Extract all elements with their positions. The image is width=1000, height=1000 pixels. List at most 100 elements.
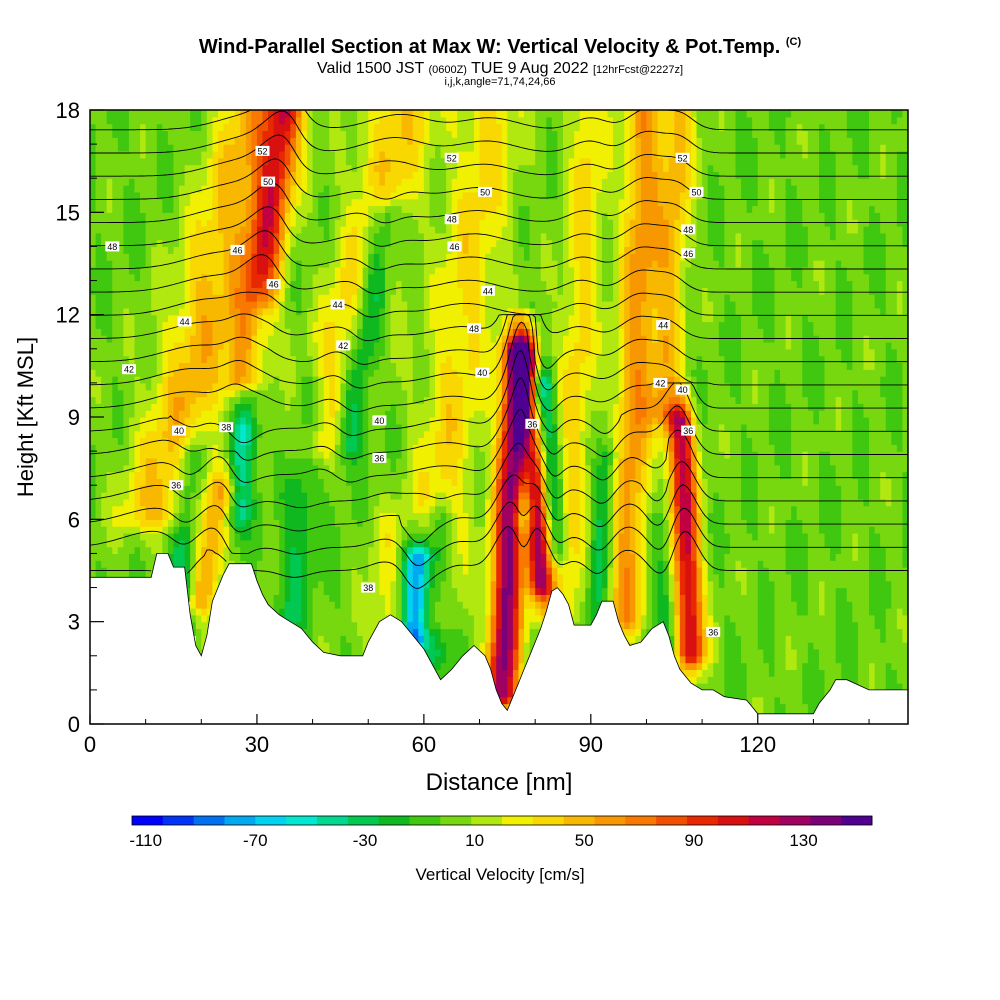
contour-label: 52 bbox=[675, 152, 690, 163]
colorbar-swatch bbox=[563, 816, 595, 825]
contour-label: 36 bbox=[681, 425, 696, 436]
contour-label: 46 bbox=[681, 248, 696, 259]
theta-contour-line bbox=[90, 377, 908, 461]
y-tick-label: 12 bbox=[56, 303, 80, 328]
x-tick-label: 120 bbox=[739, 732, 776, 757]
x-tick-label: 60 bbox=[412, 732, 436, 757]
colorbar-swatch bbox=[224, 816, 256, 825]
colorbar-label: Vertical Velocity [cm/s] bbox=[415, 865, 584, 884]
contour-label: 50 bbox=[478, 186, 493, 197]
colorbar-swatch bbox=[378, 816, 410, 825]
theta-contour-line bbox=[90, 526, 908, 589]
colorbar-swatch bbox=[317, 816, 349, 825]
x-axis-label: Distance [nm] bbox=[426, 769, 573, 796]
contour-label: 40 bbox=[372, 415, 387, 426]
theta-contour-line bbox=[90, 501, 908, 567]
chart-subtitle: Valid 1500 JST (0600Z) TUE 9 Aug 2022 [1… bbox=[0, 60, 1000, 78]
contour-label: 36 bbox=[169, 480, 184, 491]
vertical-velocity-field bbox=[90, 110, 908, 724]
colorbar-swatch bbox=[717, 816, 750, 825]
colorbar-swatch bbox=[255, 816, 287, 825]
colorbar-swatch bbox=[687, 816, 719, 825]
chart-title: Wind-Parallel Section at Max W: Vertical… bbox=[198, 36, 802, 58]
colorbar-swatch bbox=[132, 816, 164, 825]
colorbar-swatch bbox=[779, 816, 811, 825]
y-tick-label: 18 bbox=[56, 98, 80, 123]
valid-time: Valid 1500 JST bbox=[316, 60, 424, 77]
colorbar-tick-label: 90 bbox=[684, 831, 703, 850]
y-tick-label: 15 bbox=[56, 200, 80, 225]
colorbar-swatch bbox=[409, 816, 441, 825]
contour-label: 44 bbox=[480, 285, 495, 296]
colorbar: -110 -70 -30 10 50 90 130 Vertical Velocity [cm… bbox=[129, 815, 873, 884]
colorbar-tick-label: 130 bbox=[789, 831, 817, 850]
contour-label: 50 bbox=[689, 186, 704, 197]
theta-contour-line bbox=[90, 206, 908, 247]
colorbar-swatch bbox=[471, 816, 503, 825]
theta-contour-line bbox=[90, 230, 908, 271]
colorbar-swatch bbox=[594, 816, 626, 825]
terrain bbox=[90, 553, 908, 724]
contour-label: 36 bbox=[525, 418, 540, 429]
theta-contour-line bbox=[90, 110, 908, 154]
colorbar-swatch bbox=[440, 816, 472, 825]
colorbar-tick-label: 50 bbox=[575, 831, 594, 850]
contour-label: 46 bbox=[447, 241, 462, 252]
contour-label: 48 bbox=[681, 224, 696, 235]
contour-label: 38 bbox=[219, 422, 234, 433]
contour-labels: 48 42 44 40 36 38 46 52 50 46 44 42 40 36 38 52 48 46 50 44… bbox=[105, 145, 721, 637]
colorbar-swatch bbox=[286, 816, 318, 825]
contour-label: 44 bbox=[330, 299, 345, 310]
forecast-info: [12hrFcst@2227z] bbox=[593, 64, 684, 76]
theta-contour-line bbox=[90, 182, 908, 224]
contour-label: 44 bbox=[177, 316, 192, 327]
y-axis-label: Height [Kft MSL] bbox=[13, 337, 38, 497]
theta-contour-line bbox=[90, 291, 908, 318]
theta-contour-line bbox=[90, 314, 908, 369]
contour-label: 48 bbox=[467, 323, 481, 334]
valid-date: TUE 9 Aug 2022 bbox=[471, 60, 589, 77]
colorbar-tick-label: -30 bbox=[353, 831, 378, 850]
contour-label: 44 bbox=[656, 319, 671, 330]
theta-contour-line bbox=[90, 474, 908, 544]
colorbar-swatch bbox=[748, 816, 780, 825]
contour-label: 50 bbox=[261, 176, 276, 187]
contour-label: 42 bbox=[336, 340, 351, 351]
theta-contour-line bbox=[90, 313, 908, 342]
colorbar-tick-label: 10 bbox=[465, 831, 484, 850]
colorbar-tick-label: -110 bbox=[129, 831, 162, 850]
theta-contour-line bbox=[90, 158, 908, 200]
y-tick-label: 6 bbox=[68, 507, 80, 532]
contour-label: 52 bbox=[444, 152, 459, 163]
x-tick-label: 90 bbox=[579, 732, 603, 757]
colorbar-swatch bbox=[502, 816, 534, 825]
terrain-mask bbox=[90, 553, 908, 724]
colorbar-tick-label: -70 bbox=[243, 831, 268, 850]
theta-contour-line bbox=[90, 321, 908, 413]
colorbar-swatch bbox=[532, 816, 565, 825]
colorbar-swatch bbox=[625, 816, 657, 825]
copyright-mark: (C) bbox=[785, 36, 802, 48]
contour-label: 40 bbox=[172, 425, 186, 436]
contour-label: 46 bbox=[230, 244, 245, 255]
colorbar-frame bbox=[131, 815, 873, 826]
x-tick-label: 30 bbox=[245, 732, 269, 757]
theta-contour-line bbox=[90, 314, 908, 391]
potential-temperature-contours bbox=[90, 110, 908, 589]
contour-label: 36 bbox=[706, 626, 721, 637]
colorbar-swatch bbox=[810, 816, 842, 825]
y-tick-label: 9 bbox=[68, 405, 80, 430]
y-tick-label: 0 bbox=[68, 712, 80, 737]
utc-time: (0600Z) bbox=[428, 64, 467, 76]
colorbar-swatch bbox=[841, 816, 873, 825]
contour-label: 46 bbox=[266, 279, 281, 290]
contour-label: 48 bbox=[444, 214, 459, 225]
colorbar-swatch bbox=[656, 816, 688, 825]
colorbar-swatch bbox=[193, 816, 225, 825]
y-tick-label: 3 bbox=[68, 610, 80, 635]
contour-label: 36 bbox=[372, 452, 387, 463]
contour-label: 40 bbox=[475, 367, 490, 378]
theta-contour-line bbox=[90, 110, 908, 131]
